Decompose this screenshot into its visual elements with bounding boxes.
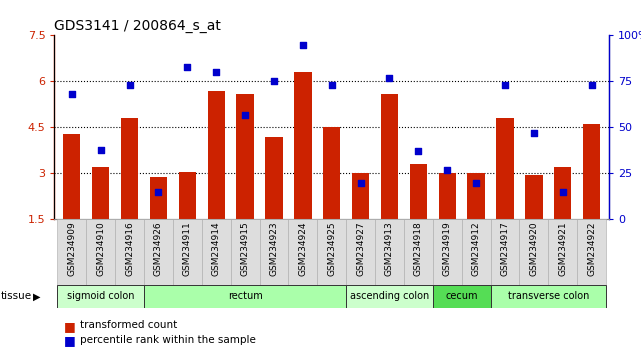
Text: tissue: tissue xyxy=(1,291,32,301)
Point xyxy=(442,167,453,173)
Bar xyxy=(121,118,138,219)
Point xyxy=(297,42,308,47)
Point xyxy=(385,75,395,81)
Bar xyxy=(208,91,225,219)
Bar xyxy=(577,219,606,285)
Point xyxy=(558,189,568,195)
Bar xyxy=(288,219,317,285)
Point xyxy=(153,189,163,195)
Bar xyxy=(265,137,283,219)
Text: GSM234926: GSM234926 xyxy=(154,222,163,276)
Bar xyxy=(63,133,81,219)
Bar xyxy=(438,173,456,219)
Point xyxy=(413,149,424,154)
Text: transverse colon: transverse colon xyxy=(508,291,589,302)
Text: GSM234912: GSM234912 xyxy=(472,222,481,276)
Bar xyxy=(237,94,254,219)
Text: ascending colon: ascending colon xyxy=(350,291,429,302)
Bar xyxy=(490,285,606,308)
Point xyxy=(96,147,106,152)
Point xyxy=(326,82,337,88)
Text: GSM234924: GSM234924 xyxy=(298,222,307,276)
Point xyxy=(529,130,539,136)
Bar xyxy=(375,219,404,285)
Bar xyxy=(260,219,288,285)
Point xyxy=(124,82,135,88)
Bar xyxy=(462,219,490,285)
Text: GSM234919: GSM234919 xyxy=(443,222,452,276)
Point xyxy=(67,91,77,97)
Text: GSM234911: GSM234911 xyxy=(183,222,192,276)
Bar xyxy=(144,285,346,308)
Bar xyxy=(352,173,369,219)
Bar xyxy=(150,177,167,219)
Text: GSM234913: GSM234913 xyxy=(385,222,394,276)
Text: GSM234916: GSM234916 xyxy=(125,222,134,276)
Point xyxy=(587,82,597,88)
Text: GSM234922: GSM234922 xyxy=(587,222,596,276)
Bar xyxy=(115,219,144,285)
Text: GSM234917: GSM234917 xyxy=(501,222,510,276)
Text: ■: ■ xyxy=(64,320,76,333)
Bar xyxy=(404,219,433,285)
Bar xyxy=(173,219,202,285)
Text: GSM234921: GSM234921 xyxy=(558,222,567,276)
Bar xyxy=(433,285,490,308)
Bar xyxy=(381,94,398,219)
Bar xyxy=(92,167,110,219)
Text: GDS3141 / 200864_s_at: GDS3141 / 200864_s_at xyxy=(54,19,221,33)
Text: ▶: ▶ xyxy=(33,291,41,301)
Bar xyxy=(490,219,519,285)
Bar xyxy=(548,219,577,285)
Point xyxy=(500,82,510,88)
Bar xyxy=(554,167,571,219)
Bar xyxy=(519,219,548,285)
Bar xyxy=(294,72,312,219)
Bar xyxy=(317,219,346,285)
Bar xyxy=(179,172,196,219)
Text: sigmoid colon: sigmoid colon xyxy=(67,291,135,302)
Bar xyxy=(433,219,462,285)
Text: GSM234925: GSM234925 xyxy=(327,222,337,276)
Text: ■: ■ xyxy=(64,335,76,348)
Bar xyxy=(144,219,173,285)
Text: GSM234914: GSM234914 xyxy=(212,222,221,276)
Text: rectum: rectum xyxy=(228,291,262,302)
Point xyxy=(211,69,221,75)
Text: GSM234915: GSM234915 xyxy=(240,222,249,276)
Text: transformed count: transformed count xyxy=(80,320,178,330)
Point xyxy=(269,79,279,84)
Text: cecum: cecum xyxy=(445,291,478,302)
Point xyxy=(471,180,481,185)
Text: GSM234920: GSM234920 xyxy=(529,222,538,276)
Bar xyxy=(346,285,433,308)
Bar xyxy=(231,219,260,285)
Text: percentile rank within the sample: percentile rank within the sample xyxy=(80,335,256,344)
Text: GSM234923: GSM234923 xyxy=(269,222,278,276)
Bar xyxy=(410,164,427,219)
Bar xyxy=(496,118,513,219)
Text: GSM234910: GSM234910 xyxy=(96,222,105,276)
Bar xyxy=(58,285,144,308)
Bar xyxy=(87,219,115,285)
Bar xyxy=(583,124,600,219)
Text: GSM234909: GSM234909 xyxy=(67,222,76,276)
Text: GSM234927: GSM234927 xyxy=(356,222,365,276)
Bar xyxy=(346,219,375,285)
Text: GSM234918: GSM234918 xyxy=(414,222,423,276)
Bar xyxy=(202,219,231,285)
Point xyxy=(182,64,192,69)
Bar xyxy=(323,127,340,219)
Bar xyxy=(525,175,542,219)
Bar xyxy=(58,219,87,285)
Point xyxy=(356,180,366,185)
Bar xyxy=(467,173,485,219)
Point xyxy=(240,112,250,118)
